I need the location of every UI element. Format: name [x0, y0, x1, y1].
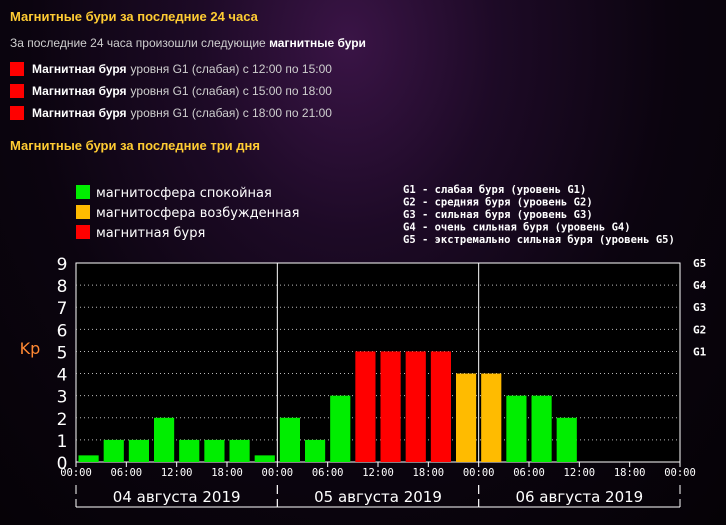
day-label: 05 августа 2019 — [314, 488, 442, 506]
x-tick-label: 18:00 — [211, 467, 243, 479]
g-legend-line: G2 - средняя буря (уровень G2) — [403, 197, 593, 209]
y-tick-label: 8 — [57, 277, 68, 297]
x-tick-label: 00:00 — [262, 467, 294, 479]
y-tick-label: 6 — [57, 321, 68, 341]
bar — [481, 373, 502, 462]
x-tick-label: 00:00 — [60, 467, 92, 479]
storm-detail: уровня G1 (слабая) с 18:00 по 21:00 — [130, 106, 332, 120]
g-legend-line: G4 - очень сильная буря (уровень G4) — [403, 222, 631, 234]
plot-area — [75, 262, 681, 463]
bar — [204, 439, 225, 462]
storm-square-icon — [10, 84, 24, 98]
storm-list: Магнитная буря уровня G1 (слабая) с 12:00… — [10, 58, 332, 124]
g-tick-label: G4 — [693, 279, 707, 292]
bar — [556, 417, 577, 462]
g-tick-label: G3 — [693, 301, 706, 314]
g-tick-label: G1 — [693, 345, 707, 358]
legend-label: магнитосфера возбужденная — [96, 206, 299, 221]
y-tick-label: 4 — [57, 366, 68, 386]
x-tick-label: 12:00 — [564, 467, 596, 479]
bar — [179, 439, 200, 462]
legend-swatch — [76, 205, 90, 219]
bar — [78, 455, 99, 462]
legend-swatch — [76, 185, 90, 199]
storm-name: Магнитная буря — [32, 62, 127, 76]
bar — [380, 351, 401, 462]
bar — [355, 351, 376, 462]
g-tick-label: G5 — [693, 257, 706, 270]
storm-name: Магнитная буря — [32, 106, 127, 120]
y-tick-label: 0 — [57, 454, 68, 474]
bar — [128, 439, 149, 462]
kp-chart: магнитосфера спокойная магнитосфера возбу… — [20, 184, 707, 508]
bar — [506, 395, 527, 462]
bar — [430, 351, 451, 462]
intro-text: За последние 24 часа произошли следующие… — [10, 36, 366, 50]
bar — [154, 417, 175, 462]
g-legend-line: G3 - сильная буря (уровень G3) — [403, 209, 593, 221]
x-tick-label: 06:00 — [312, 467, 344, 479]
storm-detail: уровня G1 (слабая) с 12:00 по 15:00 — [130, 62, 332, 76]
g-tick-label: G2 — [693, 323, 706, 336]
x-tick-label: 06:00 — [111, 467, 143, 479]
storm-item: Магнитная буря уровня G1 (слабая) с 15:00… — [10, 80, 332, 102]
legend-label: магнитосфера спокойная — [96, 186, 272, 201]
storm-square-icon — [10, 62, 24, 76]
y-tick-label: 5 — [57, 343, 68, 363]
y-tick-label: 7 — [57, 299, 68, 319]
bar — [305, 439, 326, 462]
bar — [456, 373, 477, 462]
bar — [330, 395, 351, 462]
bar — [405, 351, 426, 462]
y-axis-label: Kp — [20, 339, 41, 358]
x-tick-label: 12:00 — [161, 467, 193, 479]
bar — [279, 417, 300, 462]
storm-name: Магнитная буря — [32, 84, 127, 98]
bar — [229, 439, 250, 462]
storm-item: Магнитная буря уровня G1 (слабая) с 18:00… — [10, 102, 332, 124]
header-24h-title: Магнитные бури за последние 24 часа — [10, 9, 258, 24]
x-tick-label: 00:00 — [463, 467, 495, 479]
day-label: 04 августа 2019 — [113, 488, 241, 506]
storm-detail: уровня G1 (слабая) с 15:00 по 18:00 — [130, 84, 332, 98]
bar — [531, 395, 552, 462]
x-tick-label: 18:00 — [413, 467, 445, 479]
storm-item: Магнитная буря уровня G1 (слабая) с 12:00… — [10, 58, 332, 80]
bar — [254, 455, 275, 462]
legend-label: магнитная буря — [96, 226, 205, 241]
x-tick-label: 18:00 — [614, 467, 646, 479]
y-tick-label: 9 — [57, 255, 68, 275]
header-3day-title: Магнитные бури за последние три дня — [10, 138, 260, 153]
intro-text-bold: магнитные бури — [269, 36, 366, 50]
day-label: 06 августа 2019 — [515, 488, 643, 506]
x-tick-label: 00:00 — [664, 467, 696, 479]
legend-swatch — [76, 225, 90, 239]
g-legend-line: G5 - экстремально сильная буря (уровень … — [403, 234, 675, 246]
x-tick-label: 12:00 — [362, 467, 394, 479]
storm-square-icon — [10, 106, 24, 120]
x-tick-label: 06:00 — [513, 467, 545, 479]
y-tick-label: 2 — [57, 410, 68, 430]
intro-text-main: За последние 24 часа произошли следующие — [10, 36, 266, 50]
bar — [103, 439, 124, 462]
y-tick-label: 1 — [57, 432, 68, 452]
g-legend-line: G1 - слабая буря (уровень G1) — [403, 184, 586, 196]
y-tick-label: 3 — [57, 388, 68, 408]
